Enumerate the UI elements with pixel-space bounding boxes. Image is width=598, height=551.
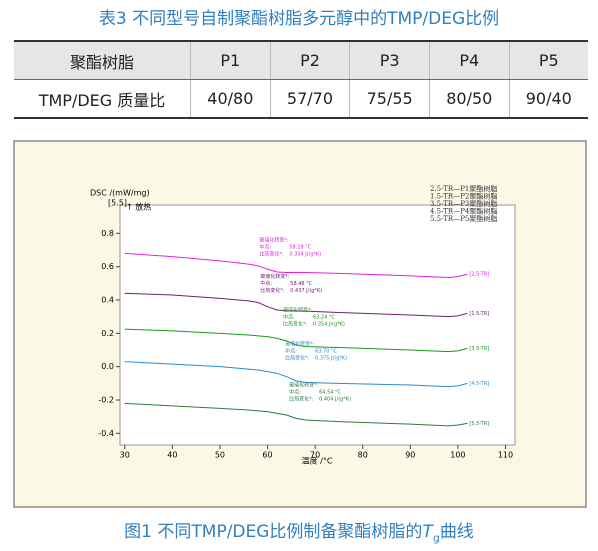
legend-entry: 1.5-TR—P2聚酯树脂: [430, 192, 497, 201]
legend-entry: 5.5-TR—P5聚酯树脂: [430, 214, 497, 223]
x-tick-label: 50: [215, 451, 225, 460]
curve: [124, 328, 468, 353]
annotation: 0.334 J/(g*K): [289, 251, 321, 257]
cell: P2: [269, 40, 350, 80]
cell: 聚酯树脂: [14, 40, 191, 80]
end-label: [2.5-TR]: [469, 272, 489, 278]
cell: P5: [508, 40, 588, 80]
annotation: 比热变化*:: [285, 355, 310, 362]
x-tick-label: 90: [405, 451, 415, 460]
y-tick-label: 0.8: [101, 229, 114, 238]
cell: TMP/DEG 质量比: [14, 79, 191, 119]
cell: 75/55: [349, 79, 430, 119]
legend-entry: 2.5-TR—P1聚酯树脂: [430, 184, 497, 193]
cell: 80/50: [428, 79, 510, 119]
annotation: 比热变化*:: [260, 287, 285, 294]
x-tick-label: 100: [450, 451, 465, 460]
caption-suffix: 曲线: [439, 522, 474, 542]
annotation: 63.24 °C: [313, 314, 335, 320]
annotation: 中点:: [289, 388, 301, 395]
annotation: 比热变化*:: [283, 320, 308, 327]
annotation: 0.404 J/(g*K): [319, 396, 351, 402]
end-label: [3.5-TR]: [469, 346, 489, 352]
curve: [124, 361, 468, 388]
annotation: 64.54 °C: [319, 389, 341, 395]
cell: 57/70: [269, 79, 350, 119]
y-tick-label: -0.4: [98, 429, 114, 438]
plot-area: [119, 204, 516, 446]
cell: P1: [190, 40, 271, 80]
annotation: 比热变化*:: [289, 395, 314, 402]
legend-entry: 3.5-TR—P3聚酯树脂: [430, 199, 497, 208]
y-tick-label: 0.6: [101, 262, 114, 271]
caption-text: 图1 不同TMP/DEG比例制备聚酯树脂的: [124, 522, 423, 542]
caption-symbol: T: [422, 522, 433, 542]
curve: [124, 402, 468, 427]
cell: 40/80: [190, 79, 271, 119]
curve: [124, 292, 468, 318]
annotation: 玻璃化转变*:: [259, 236, 289, 243]
x-tick-label: 40: [167, 451, 177, 460]
annotation: 58.48 °C: [290, 281, 312, 287]
y-tick-label: 0.2: [101, 329, 114, 338]
chart: DSC /(mW/mg) [5.5] ↑ 放热 温度 /°C 30 40 50 60 7…: [13, 140, 587, 508]
table-title: 表3 不同型号自制聚酯树脂多元醇中的TMP/DEG比例: [98, 9, 500, 29]
legend-entry: 4.5-TR—P4聚酯树脂: [430, 207, 497, 216]
cell: P3: [349, 40, 430, 80]
end-label: [4.5-TR]: [469, 381, 489, 387]
x-label: 温度 /°C: [302, 456, 333, 466]
curve: [124, 252, 468, 279]
annotation: 中点:: [283, 313, 295, 320]
table: 聚酯树脂 P1 P2 P3 P4 P5 TMP/DEG 质量比 40/80 57/70 75/5…: [14, 40, 588, 119]
cell: P4: [428, 40, 510, 80]
caption-subscript: g: [432, 531, 440, 545]
annotation: 58.28 °C: [289, 244, 311, 250]
y-label: DSC /(mW/mg): [90, 189, 150, 198]
y-tick-label: 0.4: [101, 296, 114, 305]
annotation: 0.375 J/(g*K): [315, 356, 347, 362]
caption: 图1 不同TMP/DEG比例制备聚酯树脂的Tg曲线: [0, 517, 598, 544]
y-direction: ↑ 放热: [126, 202, 151, 212]
x-tick-label: 80: [358, 451, 368, 460]
x-tick-label: 110: [498, 451, 513, 460]
y-label-sub: [5.5]: [108, 199, 127, 208]
row: TMP/DEG 质量比 40/80 57/70 75/55 80/50 90/40: [14, 79, 588, 119]
end-label: [5.5-TR]: [469, 421, 489, 427]
y-tick-label: 0.0: [101, 362, 114, 371]
header-row: 聚酯树脂 P1 P2 P3 P4 P5: [14, 40, 588, 80]
annotation: 中点:: [285, 348, 297, 355]
annotation: 中点:: [260, 280, 272, 287]
annotation: 玻璃化转变*:: [260, 273, 290, 280]
end-label: [1.5-TR]: [469, 311, 489, 317]
annotation: 中点:: [259, 243, 271, 250]
annotation: 玻璃化转变*:: [289, 381, 319, 388]
x-tick-label: 60: [262, 451, 272, 460]
annotation: 玻璃化转变*:: [285, 341, 315, 348]
x-tick-label: 30: [120, 451, 130, 460]
cell: 90/40: [508, 79, 588, 119]
annotation: 玻璃化转变*:: [283, 306, 313, 313]
annotation: 0.437 J/(g*K): [290, 288, 322, 294]
x-tick-label: 70: [310, 451, 320, 460]
annotation: 63.70 °C: [315, 349, 337, 355]
annotation: 0.354 J/(g*K): [313, 321, 345, 327]
y-tick-label: -0.2: [98, 396, 114, 405]
annotation: 比热变化*:: [259, 250, 284, 257]
